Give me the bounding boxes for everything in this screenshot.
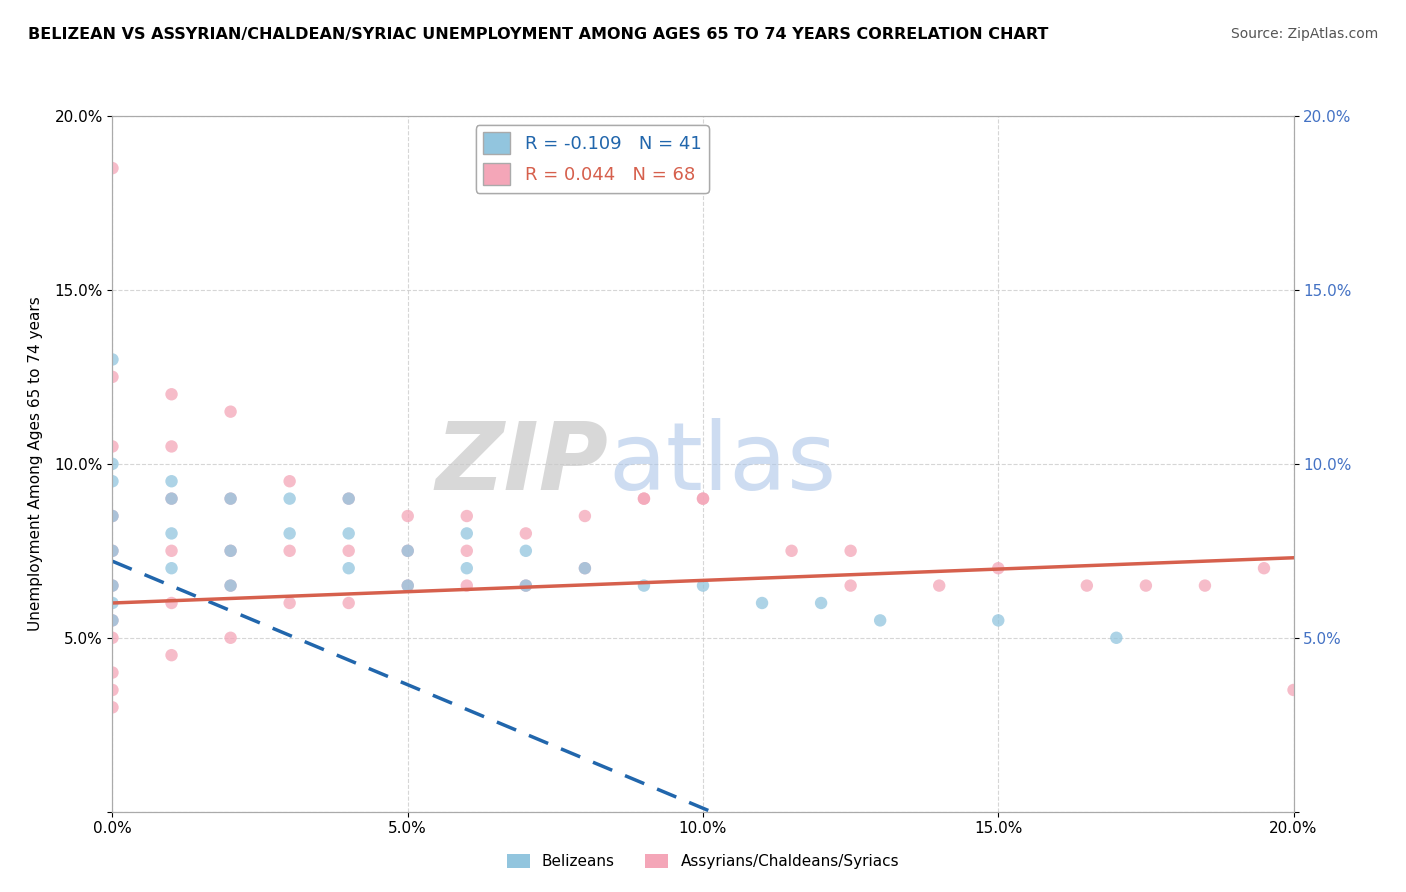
Point xyxy=(219,631,242,645)
Point xyxy=(101,665,124,680)
Point xyxy=(1135,578,1157,592)
Point xyxy=(219,491,242,506)
Point xyxy=(278,491,301,506)
Point xyxy=(101,369,124,384)
Point xyxy=(101,508,124,523)
Point xyxy=(219,578,242,592)
Point xyxy=(456,543,478,558)
Legend: R = -0.109   N = 41, R = 0.044   N = 68: R = -0.109 N = 41, R = 0.044 N = 68 xyxy=(475,125,709,193)
Point xyxy=(219,491,242,506)
Point xyxy=(278,543,301,558)
Point xyxy=(633,491,655,506)
Point xyxy=(101,631,124,645)
Point xyxy=(160,474,183,488)
Point xyxy=(515,578,537,592)
Point xyxy=(160,387,183,401)
Text: atlas: atlas xyxy=(609,417,837,510)
Point xyxy=(278,526,301,541)
Point xyxy=(160,596,183,610)
Point xyxy=(515,543,537,558)
Point xyxy=(101,508,124,523)
Point xyxy=(928,578,950,592)
Point xyxy=(101,440,124,454)
Point xyxy=(101,596,124,610)
Point xyxy=(101,543,124,558)
Point xyxy=(337,526,360,541)
Point xyxy=(780,543,803,558)
Point xyxy=(869,614,891,628)
Point xyxy=(101,578,124,592)
Point xyxy=(160,491,183,506)
Point xyxy=(839,578,862,592)
Point xyxy=(456,526,478,541)
Text: Source: ZipAtlas.com: Source: ZipAtlas.com xyxy=(1230,27,1378,41)
Point xyxy=(337,596,360,610)
Point xyxy=(515,578,537,592)
Point xyxy=(337,543,360,558)
Point xyxy=(101,700,124,714)
Point xyxy=(219,405,242,419)
Point xyxy=(396,543,419,558)
Point xyxy=(574,508,596,523)
Point xyxy=(337,561,360,575)
Point xyxy=(101,457,124,471)
Point xyxy=(987,614,1010,628)
Point xyxy=(574,561,596,575)
Point xyxy=(101,352,124,367)
Point xyxy=(160,561,183,575)
Point xyxy=(692,578,714,592)
Point xyxy=(278,596,301,610)
Point xyxy=(101,161,124,176)
Point xyxy=(101,543,124,558)
Point xyxy=(337,491,360,506)
Point xyxy=(515,526,537,541)
Point xyxy=(101,683,124,698)
Point xyxy=(396,578,419,592)
Legend: Belizeans, Assyrians/Chaldeans/Syriacs: Belizeans, Assyrians/Chaldeans/Syriacs xyxy=(501,848,905,875)
Point xyxy=(1282,683,1305,698)
Point xyxy=(456,508,478,523)
Point xyxy=(1253,561,1275,575)
Point xyxy=(160,526,183,541)
Point xyxy=(101,578,124,592)
Point xyxy=(219,578,242,592)
Point xyxy=(278,474,301,488)
Point xyxy=(396,578,419,592)
Point xyxy=(337,491,360,506)
Point xyxy=(633,491,655,506)
Point xyxy=(396,508,419,523)
Point xyxy=(1194,578,1216,592)
Point xyxy=(101,614,124,628)
Text: BELIZEAN VS ASSYRIAN/CHALDEAN/SYRIAC UNEMPLOYMENT AMONG AGES 65 TO 74 YEARS CORR: BELIZEAN VS ASSYRIAN/CHALDEAN/SYRIAC UNE… xyxy=(28,27,1049,42)
Point xyxy=(160,543,183,558)
Point xyxy=(160,491,183,506)
Point xyxy=(692,491,714,506)
Point xyxy=(456,561,478,575)
Point xyxy=(987,561,1010,575)
Point xyxy=(160,440,183,454)
Point xyxy=(574,561,596,575)
Point xyxy=(810,596,832,610)
Point xyxy=(219,543,242,558)
Point xyxy=(751,596,773,610)
Point xyxy=(692,491,714,506)
Point xyxy=(101,474,124,488)
Point xyxy=(396,543,419,558)
Point xyxy=(160,648,183,662)
Text: ZIP: ZIP xyxy=(436,417,609,510)
Point xyxy=(839,543,862,558)
Point xyxy=(633,578,655,592)
Point xyxy=(456,578,478,592)
Point xyxy=(219,543,242,558)
Point xyxy=(1076,578,1098,592)
Point xyxy=(1105,631,1128,645)
Y-axis label: Unemployment Among Ages 65 to 74 years: Unemployment Among Ages 65 to 74 years xyxy=(28,296,44,632)
Point xyxy=(101,614,124,628)
